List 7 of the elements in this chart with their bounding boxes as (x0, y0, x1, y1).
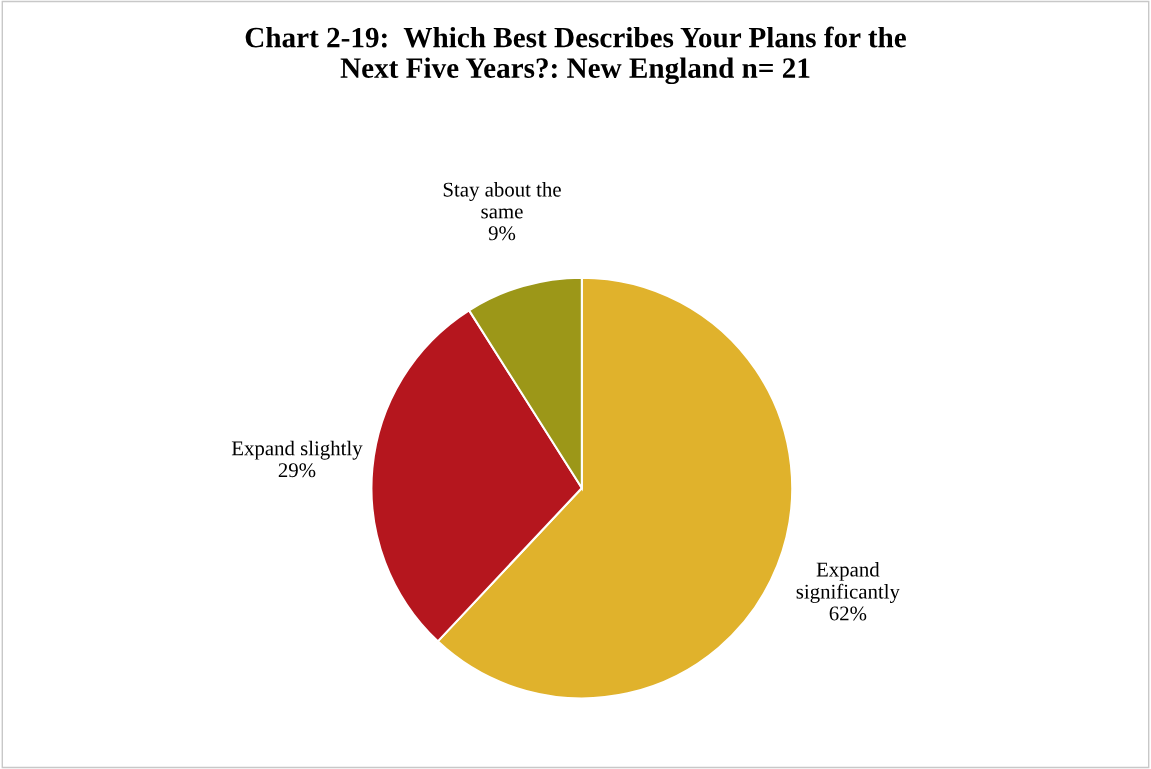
data-label: 62% (829, 606, 867, 621)
slice-label: Expand slightly (231, 440, 363, 460)
slice-label: Stay about the same (443, 181, 561, 219)
chart-title: Chart 2-19: Which Best Describes Your Plans for the Next Five Years?: New England n= 21 (245, 26, 906, 85)
slice-label: Expand significantly (796, 561, 900, 603)
data-label: 9% (488, 226, 516, 241)
data-label: 29% (278, 463, 316, 478)
